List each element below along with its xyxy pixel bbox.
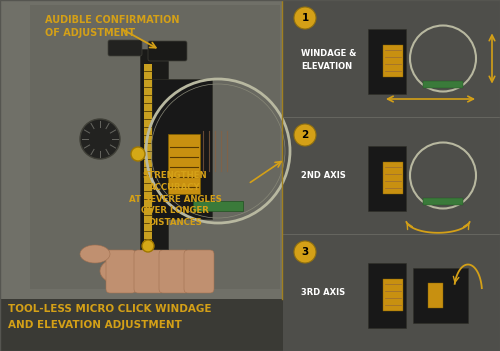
Bar (144, 64, 152, 244)
Text: 3RD AXIS: 3RD AXIS (301, 288, 345, 297)
Bar (152, 79, 212, 219)
Circle shape (294, 241, 316, 263)
Bar (368, 28, 406, 93)
Bar (140, 49, 168, 249)
Text: OF ADJUSTMENT: OF ADJUSTMENT (45, 28, 135, 38)
Text: 3: 3 (302, 247, 308, 257)
FancyBboxPatch shape (148, 41, 187, 61)
Bar (423, 80, 463, 87)
Circle shape (294, 7, 316, 29)
Ellipse shape (80, 245, 110, 263)
FancyBboxPatch shape (108, 40, 142, 56)
Bar (193, 201, 243, 211)
Bar (0, 299, 283, 351)
Text: 2ND AXIS: 2ND AXIS (301, 171, 346, 180)
Text: AUDIBLE CONFIRMATION: AUDIBLE CONFIRMATION (45, 15, 180, 25)
Bar (383, 45, 403, 77)
Bar (423, 198, 463, 205)
Bar (168, 134, 200, 194)
Text: ELEVATION: ELEVATION (301, 62, 352, 71)
Text: 1: 1 (302, 13, 308, 23)
Text: TOOL-LESS MICRO CLICK WINDAGE: TOOL-LESS MICRO CLICK WINDAGE (8, 304, 212, 314)
Circle shape (131, 147, 145, 161)
FancyBboxPatch shape (159, 250, 189, 293)
Bar (383, 278, 403, 311)
Circle shape (80, 119, 120, 159)
Bar (413, 267, 468, 323)
FancyBboxPatch shape (106, 250, 136, 293)
Text: AND ELEVATION ADJUSTMENT: AND ELEVATION ADJUSTMENT (8, 320, 182, 330)
Bar (383, 161, 403, 193)
Bar (368, 263, 406, 327)
Text: STRENGTHEN
ACCURACY
AT SEVERE ANGLES
OVER LONGER
DISTANCES: STRENGTHEN ACCURACY AT SEVERE ANGLES OVE… (128, 171, 222, 227)
Bar (283, 0, 500, 351)
Bar (30, 5, 280, 289)
Bar (428, 283, 443, 307)
Circle shape (294, 124, 316, 146)
Text: WINDAGE &: WINDAGE & (301, 49, 356, 58)
Circle shape (142, 240, 154, 252)
FancyBboxPatch shape (184, 250, 214, 293)
Bar (368, 146, 406, 211)
Bar (0, 0, 283, 299)
Text: 2: 2 (302, 130, 308, 140)
Ellipse shape (100, 250, 210, 292)
FancyBboxPatch shape (134, 250, 164, 293)
